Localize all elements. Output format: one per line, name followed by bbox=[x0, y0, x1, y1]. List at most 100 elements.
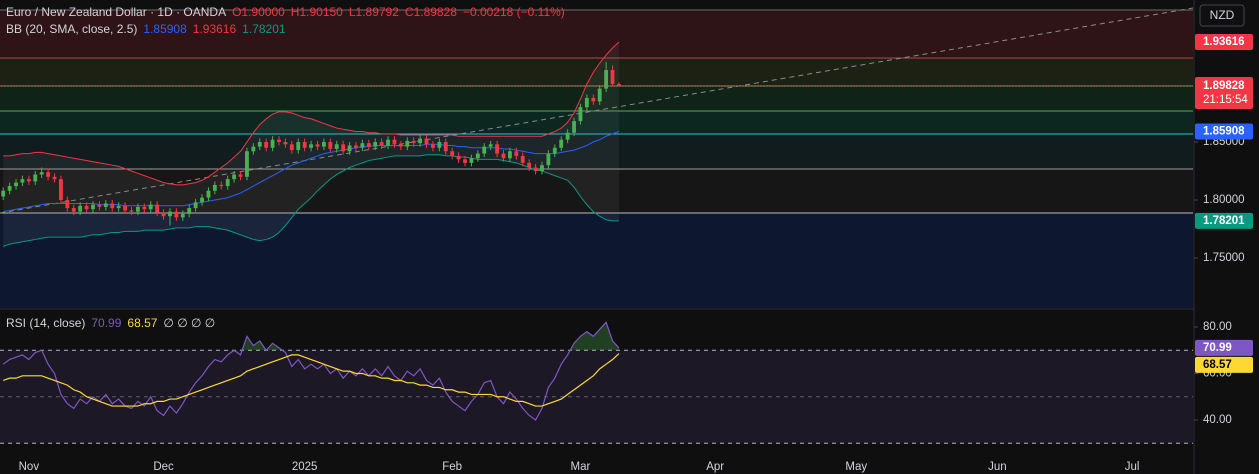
price-axis bbox=[1194, 0, 1259, 474]
rsi-line bbox=[3, 353, 620, 407]
candle-body bbox=[46, 172, 51, 177]
zone bbox=[0, 213, 1193, 308]
x-tick-label: 2025 bbox=[292, 461, 318, 473]
zone bbox=[0, 111, 1193, 134]
ohlc-value: C1.89828 bbox=[405, 5, 457, 19]
value-box-label: 1.85908 bbox=[1203, 125, 1245, 137]
candle-body bbox=[277, 139, 281, 142]
candle-body bbox=[424, 138, 429, 145]
candle-body bbox=[123, 205, 127, 211]
bb-value: 1.78201 bbox=[242, 22, 286, 36]
candle-body bbox=[129, 210, 134, 212]
candle-body bbox=[584, 97, 589, 108]
candle-body bbox=[533, 167, 538, 171]
candle-body bbox=[52, 176, 57, 180]
y-tick-label: 1.80000 bbox=[1203, 194, 1245, 206]
candle-body bbox=[488, 144, 493, 147]
x-tick-label: Nov bbox=[19, 461, 40, 473]
candle-body bbox=[572, 121, 576, 133]
candle-body bbox=[33, 174, 38, 182]
y-tick-label: 1.75000 bbox=[1203, 252, 1245, 264]
value-box bbox=[1195, 356, 1253, 373]
candle-body bbox=[283, 141, 288, 145]
candle-body bbox=[238, 174, 243, 177]
rsi-extra: ∅ ∅ ∅ ∅ bbox=[163, 316, 215, 330]
candle-body bbox=[546, 153, 551, 166]
bb-label: BB (20, SMA, close, 2.5) bbox=[6, 22, 137, 36]
candle-body bbox=[39, 172, 44, 175]
candle-body bbox=[617, 83, 621, 86]
candle-body bbox=[180, 213, 185, 218]
candle-body bbox=[456, 155, 461, 160]
candle-body bbox=[431, 144, 435, 148]
candle-body bbox=[168, 211, 172, 217]
trend-line bbox=[0, 7, 1194, 214]
value-box-label: 1.78201 bbox=[1203, 215, 1245, 227]
title: Euro / New Zealand Dollar · 1D · OANDA bbox=[6, 5, 226, 19]
candle-body bbox=[225, 179, 230, 187]
candle-body bbox=[520, 155, 525, 163]
candle-body bbox=[597, 88, 602, 102]
candle-body bbox=[103, 203, 108, 207]
x-tick-label: Dec bbox=[153, 461, 174, 473]
value-box-label: 68.57 bbox=[1203, 359, 1232, 371]
candle-body bbox=[97, 204, 102, 207]
value-box-label: 70.99 bbox=[1203, 342, 1232, 354]
candle-body bbox=[116, 205, 121, 209]
value-box bbox=[1195, 34, 1253, 51]
candle-body bbox=[148, 204, 153, 210]
candle-body bbox=[135, 206, 140, 212]
candle-body bbox=[7, 186, 12, 191]
zone bbox=[0, 86, 1193, 111]
candle-body bbox=[366, 143, 371, 147]
bb-line bbox=[3, 154, 619, 247]
candle-body bbox=[514, 151, 519, 156]
price-pane bbox=[0, 41, 1193, 247]
candle-body bbox=[578, 107, 583, 122]
candle-body bbox=[591, 97, 596, 102]
currency[interactable]: NZD bbox=[1210, 8, 1235, 22]
zone bbox=[0, 10, 1193, 58]
candle-body bbox=[610, 70, 615, 84]
ohlc-value: L1.89792 bbox=[349, 5, 399, 19]
y-tick-label: 40.00 bbox=[1203, 414, 1232, 426]
last-price: 1.89828 bbox=[1203, 80, 1245, 92]
candle-body bbox=[142, 206, 147, 210]
candle-body bbox=[71, 208, 76, 212]
candle-body bbox=[341, 144, 346, 152]
candle-body bbox=[309, 144, 314, 148]
drawing-zones bbox=[0, 7, 1194, 308]
x-tick-label: Mar bbox=[571, 461, 591, 473]
candle-body bbox=[501, 153, 506, 159]
candle-body bbox=[437, 141, 442, 148]
x-tick-label: Jun bbox=[988, 461, 1007, 473]
candle-body bbox=[91, 204, 95, 210]
value-box bbox=[1195, 212, 1253, 229]
candle-body bbox=[1, 190, 6, 197]
rsi-pane bbox=[0, 321, 1193, 444]
rsi-line bbox=[2, 321, 620, 421]
candle-body bbox=[155, 204, 160, 213]
candle-body bbox=[14, 182, 18, 187]
candle-body bbox=[527, 162, 532, 168]
legends: Euro / New Zealand Dollar · 1D · OANDA O1… bbox=[6, 5, 565, 330]
countdown: 21:15:54 bbox=[1203, 94, 1248, 106]
candle-body bbox=[321, 141, 326, 147]
candle-body bbox=[84, 205, 89, 210]
legend-row: RSI (14, close) 70.99 68.57 ∅ ∅ ∅ ∅ bbox=[6, 316, 215, 330]
candle-body bbox=[475, 153, 480, 159]
last-price-box bbox=[1195, 76, 1253, 109]
candle-body bbox=[360, 143, 365, 148]
candle-body bbox=[193, 202, 198, 209]
candle-body bbox=[328, 141, 333, 149]
candle-body bbox=[604, 70, 609, 89]
currency-box[interactable] bbox=[1199, 4, 1245, 27]
candle-body bbox=[59, 179, 63, 200]
candle-body bbox=[257, 141, 262, 147]
candle-body bbox=[379, 141, 384, 146]
candle-body bbox=[354, 145, 358, 148]
candle-body bbox=[411, 140, 416, 144]
candle-body bbox=[174, 211, 179, 218]
candle-body bbox=[251, 146, 256, 152]
